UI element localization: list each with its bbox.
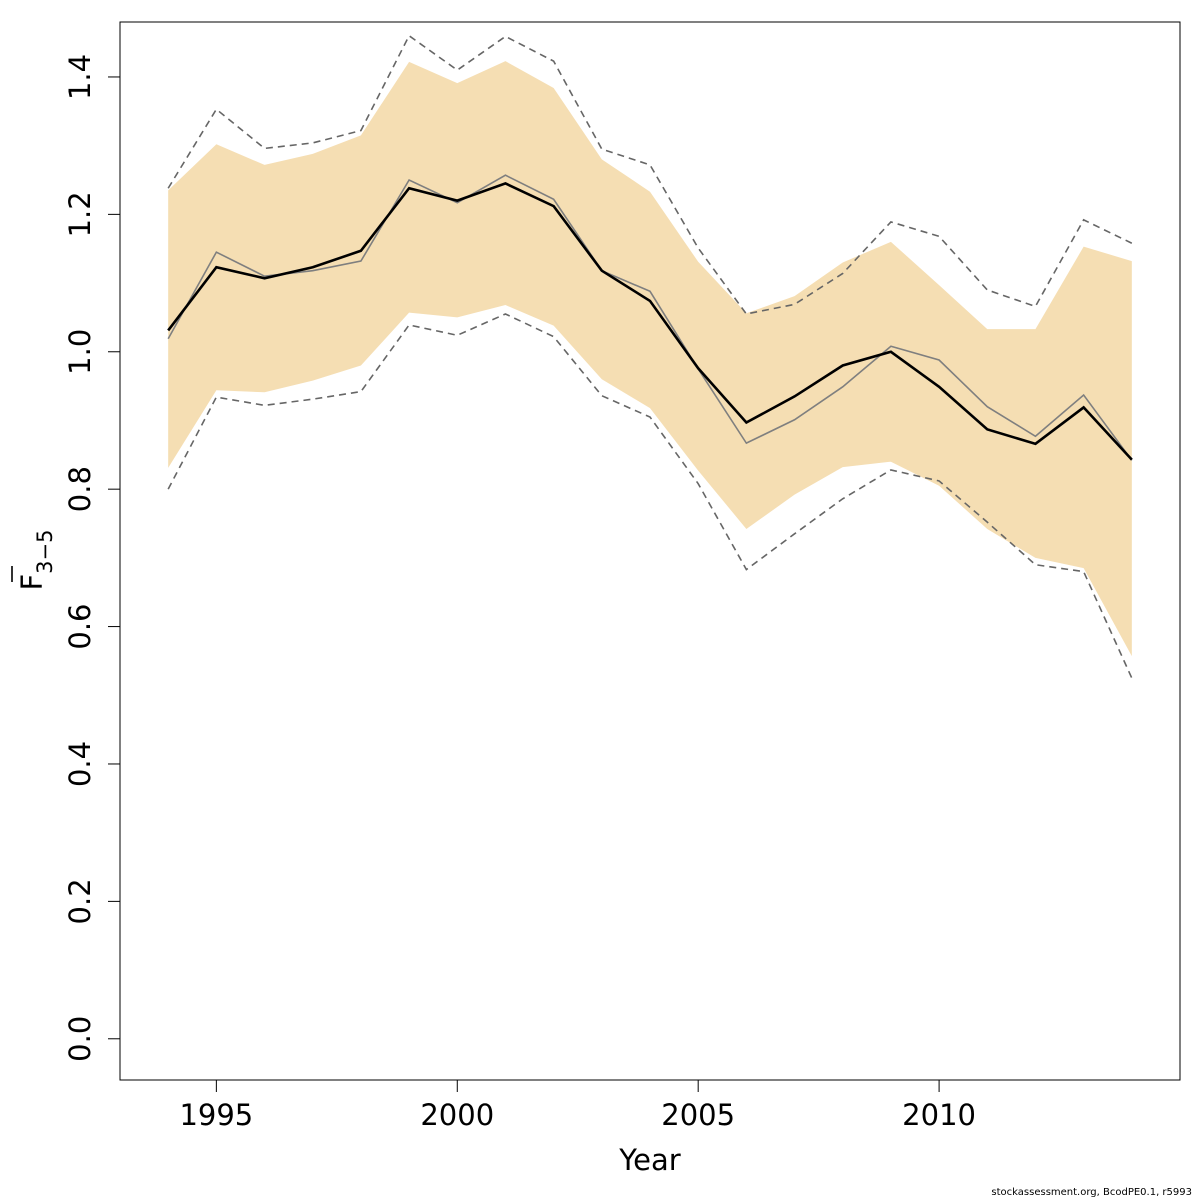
series-lines bbox=[167, 34, 1133, 679]
confidence-bands bbox=[168, 61, 1132, 657]
svg-text:F3−5: F3−5 bbox=[15, 529, 57, 590]
estimate-line bbox=[167, 182, 1133, 461]
x-tick-label: 2010 bbox=[902, 1098, 976, 1132]
y-tick-label: 0.8 bbox=[63, 466, 97, 512]
y-axis-title: F3−5 bbox=[11, 529, 57, 591]
x-tick-label: 2000 bbox=[420, 1098, 494, 1132]
x-axis: 1995 2000 2005 2010 bbox=[179, 1079, 976, 1132]
y-axis-title-subscript: 3−5 bbox=[33, 529, 57, 573]
y-axis: 0.0 0.2 0.4 0.6 0.8 1.0 1.2 1.4 bbox=[63, 54, 121, 1062]
y-tick-label: 0.6 bbox=[63, 604, 97, 650]
y-tick-label: 1.0 bbox=[63, 329, 97, 375]
y-tick-label: 1.4 bbox=[63, 54, 97, 100]
lower-dashed-line bbox=[167, 313, 1133, 679]
confidence-band bbox=[168, 61, 1132, 657]
x-tick-label: 2005 bbox=[661, 1098, 735, 1132]
x-axis-title: Year bbox=[618, 1143, 680, 1177]
y-tick-label: 0.2 bbox=[63, 878, 97, 924]
x-tick-label: 1995 bbox=[179, 1098, 253, 1132]
y-axis-title-main: F bbox=[15, 574, 49, 591]
upper-dashed-line bbox=[167, 34, 1133, 315]
y-tick-label: 1.2 bbox=[63, 191, 97, 237]
footer-note: stockassessment.org, BcodPE0.1, r5993 bbox=[991, 1187, 1192, 1198]
grey-line-line bbox=[167, 174, 1133, 461]
y-tick-label: 0.0 bbox=[63, 1016, 97, 1062]
y-tick-label: 0.4 bbox=[63, 741, 97, 787]
